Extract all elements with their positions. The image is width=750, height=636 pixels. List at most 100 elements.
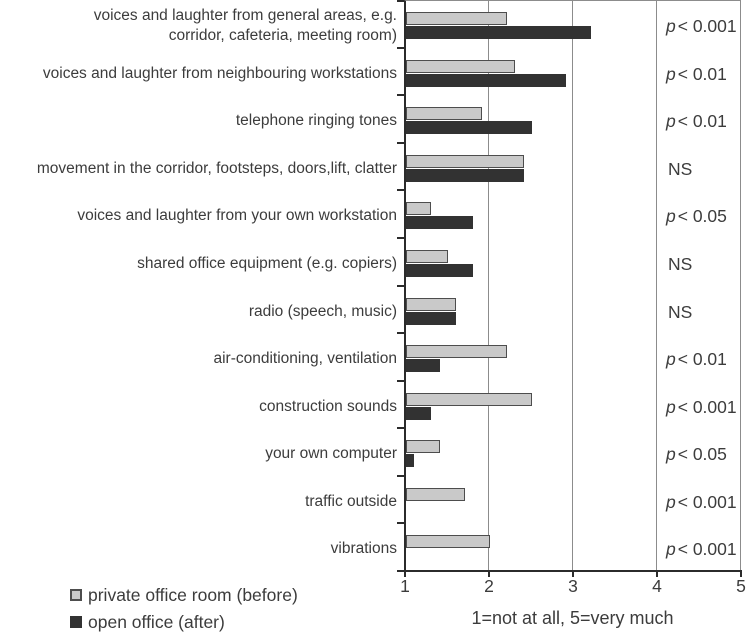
y-axis-tick bbox=[397, 0, 404, 2]
p-value-text: < 0.05 bbox=[677, 205, 727, 226]
p-value-text: NS bbox=[668, 158, 693, 179]
p-value-text: < 0.01 bbox=[677, 348, 727, 369]
legend-label-before: private office room (before) bbox=[88, 584, 298, 605]
p-value-label: p < 0.001 bbox=[666, 0, 746, 48]
x-tick-label: 5 bbox=[736, 576, 746, 596]
y-axis-tick bbox=[397, 522, 404, 524]
p-value-text: < 0.001 bbox=[677, 491, 737, 512]
bar-before bbox=[406, 250, 448, 263]
bar-before bbox=[406, 107, 482, 120]
category-label: voices and laughter from general areas, … bbox=[93, 6, 397, 44]
x-axis-tick bbox=[656, 570, 658, 577]
bar-before bbox=[406, 393, 532, 406]
y-axis-tick bbox=[397, 570, 404, 572]
p-value-prefix: p bbox=[666, 491, 676, 512]
y-axis-tick bbox=[397, 47, 404, 49]
category-label: traffic outside bbox=[305, 492, 397, 510]
gridline bbox=[488, 1, 489, 570]
x-axis-tick bbox=[572, 570, 574, 577]
category-label: telephone ringing tones bbox=[235, 111, 397, 129]
p-value-text: < 0.01 bbox=[677, 63, 727, 84]
y-axis-tick bbox=[397, 380, 404, 382]
p-value-prefix: p bbox=[666, 396, 676, 417]
x-axis-tick bbox=[404, 570, 406, 577]
p-value-label: NS bbox=[666, 143, 746, 191]
p-value-prefix: p bbox=[666, 63, 676, 84]
p-value-label: p < 0.01 bbox=[666, 333, 746, 381]
p-value-prefix: p bbox=[666, 205, 676, 226]
y-axis-tick bbox=[397, 475, 404, 477]
bar-before bbox=[406, 12, 507, 25]
bar-after bbox=[406, 216, 473, 229]
p-value-prefix: p bbox=[666, 110, 676, 131]
p-value-label: p < 0.001 bbox=[666, 381, 746, 429]
x-axis-tick bbox=[488, 570, 490, 577]
x-tick-label: 4 bbox=[652, 576, 662, 596]
bar-before bbox=[406, 202, 431, 215]
p-value-prefix: p bbox=[666, 15, 676, 36]
category-label: movement in the corridor, footsteps, doo… bbox=[36, 159, 397, 177]
gridline bbox=[572, 1, 573, 570]
y-axis-tick bbox=[397, 142, 404, 144]
p-value-text: < 0.001 bbox=[677, 396, 737, 417]
bar-after bbox=[406, 26, 591, 39]
p-value-text: < 0.001 bbox=[677, 15, 737, 36]
x-axis-caption: 1=not at all, 5=very much bbox=[471, 608, 674, 628]
legend-swatch-before-icon bbox=[70, 589, 82, 601]
p-value-label: NS bbox=[666, 238, 746, 286]
x-tick-label: 3 bbox=[568, 576, 578, 596]
x-tick-label: 2 bbox=[484, 576, 494, 596]
bar-after bbox=[406, 312, 456, 325]
bar-after bbox=[406, 454, 414, 467]
category-label: voices and laughter from neighbouring wo… bbox=[42, 64, 397, 82]
y-axis-tick bbox=[397, 189, 404, 191]
gridline bbox=[656, 1, 657, 570]
legend-swatch-after-icon bbox=[70, 616, 82, 628]
bar-after bbox=[406, 121, 532, 134]
bar-after bbox=[406, 407, 431, 420]
bar-after bbox=[406, 264, 473, 277]
p-value-label: p < 0.01 bbox=[666, 95, 746, 143]
category-label: air-conditioning, ventilation bbox=[213, 349, 397, 367]
bar-before bbox=[406, 488, 465, 501]
p-value-text: NS bbox=[668, 253, 693, 274]
bar-after bbox=[406, 359, 440, 372]
p-value-label: p < 0.001 bbox=[666, 523, 746, 571]
y-axis-tick bbox=[397, 285, 404, 287]
p-value-label: p < 0.05 bbox=[666, 428, 746, 476]
p-value-label: p < 0.01 bbox=[666, 48, 746, 96]
category-label: voices and laughter from your own workst… bbox=[77, 206, 397, 224]
legend-label-after: open office (after) bbox=[88, 611, 225, 632]
p-value-label: p < 0.001 bbox=[666, 476, 746, 524]
p-value-label: NS bbox=[666, 286, 746, 334]
bar-after bbox=[406, 74, 566, 87]
bar-before bbox=[406, 155, 524, 168]
x-tick-label: 1 bbox=[400, 576, 410, 596]
p-value-prefix: p bbox=[666, 538, 676, 559]
y-axis-tick bbox=[397, 94, 404, 96]
bar-after bbox=[406, 169, 524, 182]
p-value-text: < 0.01 bbox=[677, 110, 727, 131]
p-value-prefix: p bbox=[666, 443, 676, 464]
p-value-text: NS bbox=[668, 301, 693, 322]
y-axis-tick bbox=[397, 427, 404, 429]
p-value-prefix: p bbox=[666, 348, 676, 369]
p-value-label: p < 0.05 bbox=[666, 190, 746, 238]
legend-item-after: open office (after) bbox=[70, 612, 225, 632]
category-label: shared office equipment (e.g. copiers) bbox=[137, 254, 397, 272]
bar-before bbox=[406, 298, 456, 311]
category-label: vibrations bbox=[330, 539, 397, 557]
y-axis-tick bbox=[397, 332, 404, 334]
bar-before bbox=[406, 535, 490, 548]
x-axis-tick bbox=[740, 570, 742, 577]
bar-before bbox=[406, 60, 515, 73]
p-value-text: < 0.001 bbox=[677, 538, 737, 559]
y-axis-tick bbox=[397, 237, 404, 239]
p-value-text: < 0.05 bbox=[677, 443, 727, 464]
category-label: construction sounds bbox=[259, 397, 397, 415]
legend-item-before: private office room (before) bbox=[70, 585, 298, 605]
category-label: radio (speech, music) bbox=[248, 302, 397, 320]
bar-before bbox=[406, 345, 507, 358]
category-label: your own computer bbox=[265, 444, 397, 462]
